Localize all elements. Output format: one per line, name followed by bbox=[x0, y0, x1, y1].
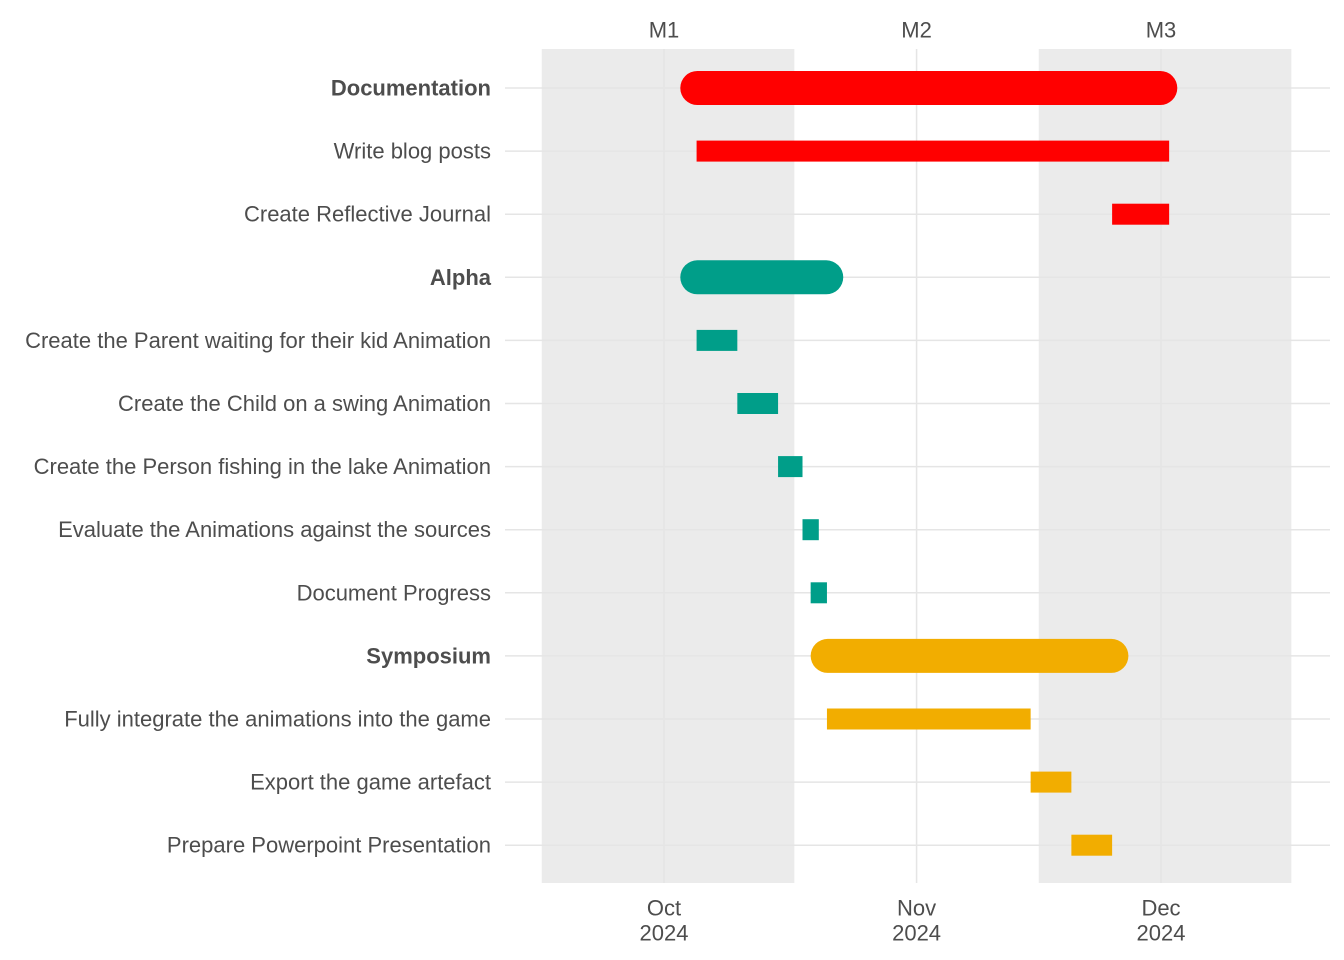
x-tick-year: 2024 bbox=[640, 921, 689, 946]
group-label: Documentation bbox=[331, 76, 491, 101]
task-bar bbox=[1030, 771, 1072, 793]
task-labels: Documentation Write blog posts Create Refl… bbox=[25, 76, 492, 858]
task-bar bbox=[826, 708, 1031, 730]
task-label: Evaluate the Animations against the sour… bbox=[58, 517, 491, 542]
task-label: Fully integrate the animations into the … bbox=[64, 707, 491, 732]
task-label: Document Progress bbox=[297, 580, 491, 605]
x-tick-month: Dec bbox=[1141, 896, 1180, 921]
milestone-label: M2 bbox=[901, 18, 932, 43]
milestone-labels: M1 M2 M3 bbox=[649, 18, 1177, 43]
x-tick-month: Oct bbox=[647, 896, 681, 921]
milestone-label: M3 bbox=[1146, 18, 1177, 43]
task-bar bbox=[696, 329, 738, 351]
task-label: Write blog posts bbox=[334, 139, 491, 164]
task-bar bbox=[802, 519, 819, 541]
task-label: Create the Parent waiting for their kid … bbox=[25, 328, 491, 353]
task-bar bbox=[810, 582, 827, 604]
task-label: Export the game artefact bbox=[250, 770, 491, 795]
task-bars bbox=[680, 71, 1178, 856]
x-tick-year: 2024 bbox=[1137, 921, 1186, 946]
task-bar bbox=[1071, 834, 1113, 856]
task-bar bbox=[1112, 203, 1170, 225]
x-tick-month: Nov bbox=[897, 896, 936, 921]
task-bar bbox=[778, 456, 803, 478]
task-label: Create the Person fishing in the lake An… bbox=[34, 454, 491, 479]
task-bar bbox=[696, 140, 1170, 162]
task-bar bbox=[737, 393, 779, 414]
x-tick-year: 2024 bbox=[892, 921, 941, 946]
group-label: Alpha bbox=[430, 265, 492, 290]
group-label: Symposium bbox=[366, 643, 491, 668]
task-label: Create Reflective Journal bbox=[244, 202, 491, 227]
milestone-label: M1 bbox=[649, 18, 680, 43]
task-label: Create the Child on a swing Animation bbox=[118, 391, 491, 416]
task-label: Prepare Powerpoint Presentation bbox=[167, 833, 491, 858]
